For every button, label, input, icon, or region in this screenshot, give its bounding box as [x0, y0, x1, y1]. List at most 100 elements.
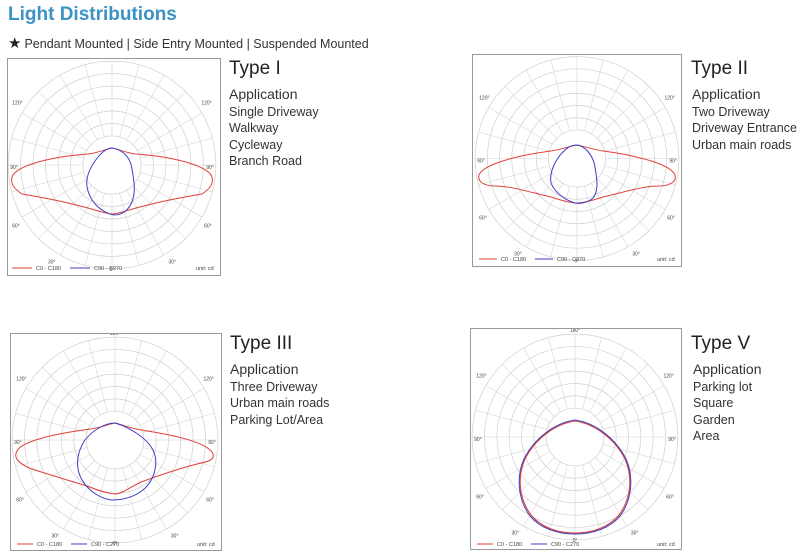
angle-label: 60°	[666, 495, 674, 501]
application-item: Area	[693, 429, 720, 444]
grid-spoke	[15, 447, 88, 467]
angle-label: 60°	[16, 498, 24, 504]
grid-spoke	[548, 464, 568, 537]
grid-spoke	[601, 107, 666, 145]
grid-spoke	[602, 444, 675, 464]
grid-spoke	[129, 350, 167, 416]
type-3-applications: Application Three Driveway Urban main ro…	[230, 361, 329, 428]
grid-spoke	[63, 350, 101, 416]
grid-spoke	[126, 190, 165, 256]
grid-spoke	[591, 70, 629, 134]
unit-label: unit: cd	[657, 542, 675, 548]
angle-label: 90°	[206, 165, 214, 171]
grid-spoke	[488, 107, 553, 145]
type-2-title: Type II	[691, 58, 749, 79]
angle-label: 180°	[107, 59, 117, 61]
grid-spoke	[38, 185, 92, 239]
page-title: Light Distributions	[8, 4, 177, 25]
application-item: Branch Road	[229, 154, 302, 169]
grid-ring	[85, 410, 145, 470]
grid-spoke	[550, 59, 570, 132]
application-item: Driveway Entrance	[692, 121, 797, 136]
grid-spoke	[601, 172, 666, 210]
angle-label: 120°	[203, 376, 213, 382]
application-item: Urban main roads	[230, 396, 330, 411]
angle-label: 120°	[479, 95, 489, 101]
grid-spoke	[596, 178, 650, 231]
grid-spoke	[129, 464, 167, 530]
grid-spoke	[548, 337, 568, 410]
c0-c180-curve	[15, 422, 214, 495]
application-heading: Application	[692, 86, 761, 102]
grid-spoke	[523, 347, 561, 413]
c90-c270-curve	[77, 422, 157, 501]
grid-spoke	[589, 347, 627, 413]
mounting-options: ★ Pendant Mounted | Side Entry Mounted | …	[8, 34, 369, 52]
angle-label: 120°	[664, 95, 674, 101]
angle-label: 0°	[573, 538, 578, 544]
legend: C0 - C180 C90 - C270 unit: cd	[12, 266, 214, 272]
polar-grid: 180° 120° 120° 90° 90° 60° 60° 30° 30° 0°	[474, 55, 680, 264]
grid-spoke	[595, 364, 648, 417]
angle-label: 60°	[476, 495, 484, 501]
unit-label: unit: cd	[657, 257, 675, 263]
grid-spoke	[525, 70, 563, 134]
angle-label: 120°	[12, 101, 22, 107]
angle-label: 90°	[474, 437, 482, 443]
grid-spoke	[15, 413, 88, 433]
grid-spoke	[59, 190, 98, 256]
angle-label: 180°	[110, 334, 120, 337]
application-item: Urban main roads	[692, 137, 792, 152]
angle-label: 30°	[632, 251, 640, 257]
grid-spoke	[122, 340, 142, 413]
grid-spoke	[525, 183, 563, 247]
grid-spoke	[135, 367, 188, 420]
application-item: Square	[693, 396, 734, 411]
angle-label: 90°	[669, 159, 677, 165]
c0-c180-curve	[11, 147, 213, 215]
grid-spoke	[604, 165, 676, 186]
angle-label: 120°	[16, 376, 26, 382]
grid-spoke	[589, 461, 627, 527]
application-heading: Application	[229, 86, 298, 102]
application-heading: Application	[230, 361, 299, 377]
grid-spoke	[84, 193, 105, 266]
grid-spoke	[502, 457, 555, 510]
grid-spoke	[119, 193, 140, 266]
grid-spoke	[88, 340, 108, 413]
application-item: Single Driveway	[229, 104, 319, 119]
grid-ring	[82, 135, 142, 195]
legend-c0-label: C0 - C180	[497, 542, 522, 548]
angle-label: 180°	[572, 55, 582, 57]
angle-label: 30°	[631, 531, 639, 537]
grid-spoke	[142, 447, 215, 467]
angle-label: 30°	[514, 251, 522, 257]
c0-c180-curve	[519, 420, 631, 534]
application-heading: Application	[693, 361, 762, 377]
angle-label: 90°	[208, 440, 216, 446]
angle-label: 90°	[668, 437, 676, 443]
angle-label: 30°	[52, 534, 60, 540]
grid-spoke	[11, 137, 84, 158]
grid-spoke	[139, 388, 205, 426]
grid-spoke	[582, 464, 602, 537]
angle-label: 90°	[477, 159, 485, 165]
type-5-title: Type V	[691, 333, 751, 354]
grid-spoke	[137, 179, 203, 218]
grid-spoke	[135, 460, 188, 513]
angle-label: 30°	[168, 260, 176, 266]
grid-spoke	[523, 461, 561, 527]
star-icon: ★	[8, 35, 22, 52]
legend: C0 - C180 C90 - C270 unit: cd	[477, 542, 675, 548]
grid-spoke	[584, 59, 604, 132]
angle-label: 30°	[48, 260, 56, 266]
grid-spoke	[25, 454, 91, 492]
grid-spoke	[504, 178, 558, 231]
angle-label: 60°	[12, 223, 20, 229]
legend-c90-label: C90 - C270	[551, 542, 579, 548]
application-item: Three Driveway	[230, 379, 318, 394]
grid-spoke	[59, 74, 98, 140]
legend-c0-label: C0 - C180	[37, 542, 62, 548]
legend-c0-label: C0 - C180	[501, 257, 526, 263]
grid-spoke	[11, 172, 84, 193]
